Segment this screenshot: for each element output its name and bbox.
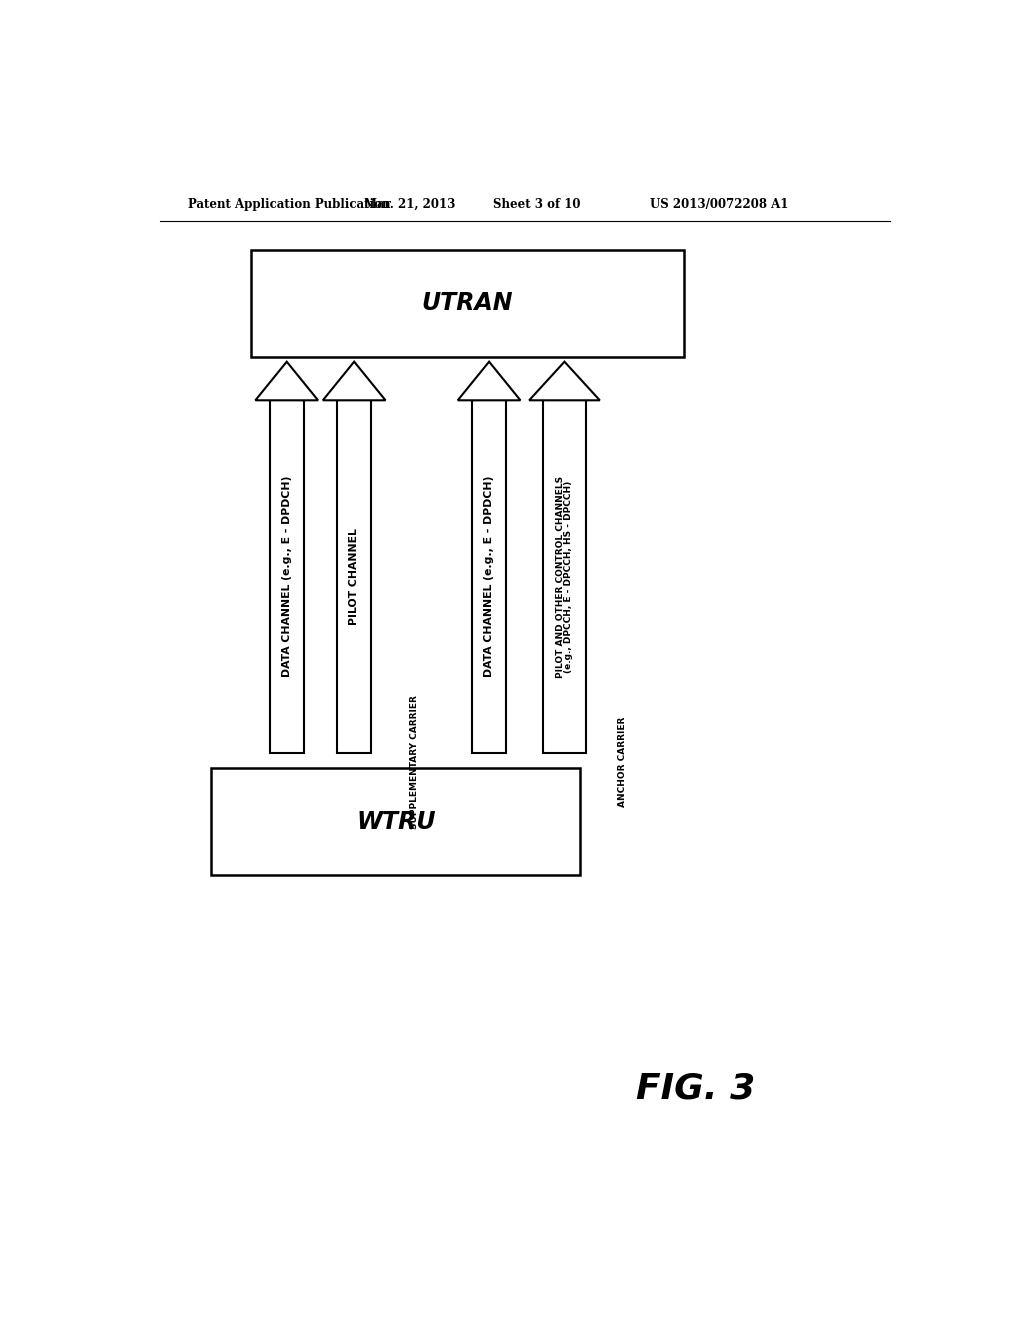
Text: WTRU: WTRU	[356, 809, 435, 834]
Polygon shape	[458, 362, 520, 400]
Bar	[472, 400, 506, 752]
Text: US 2013/0072208 A1: US 2013/0072208 A1	[650, 198, 788, 211]
Text: UTRAN: UTRAN	[422, 292, 513, 315]
Text: DATA CHANNEL (e.g., E - DPDCH): DATA CHANNEL (e.g., E - DPDCH)	[282, 477, 292, 677]
Bar	[544, 400, 586, 752]
Text: ANCHOR CARRIER: ANCHOR CARRIER	[618, 717, 628, 808]
Bar	[269, 400, 304, 752]
Text: DATA CHANNEL (e.g., E - DPDCH): DATA CHANNEL (e.g., E - DPDCH)	[484, 477, 495, 677]
Bar	[251, 249, 684, 356]
Text: Sheet 3 of 10: Sheet 3 of 10	[493, 198, 581, 211]
Text: Patent Application Publication: Patent Application Publication	[187, 198, 390, 211]
Text: PILOT AND OTHER CONTROL CHANNELS
(e.g., DPCCH, E - DPCCH, HS - DPCCH): PILOT AND OTHER CONTROL CHANNELS (e.g., …	[556, 475, 573, 677]
Bar	[211, 768, 581, 875]
Text: PILOT CHANNEL: PILOT CHANNEL	[349, 528, 359, 626]
Polygon shape	[323, 362, 385, 400]
Text: SUPPLEMENTARY CARRIER: SUPPLEMENTARY CARRIER	[410, 696, 419, 829]
Text: Mar. 21, 2013: Mar. 21, 2013	[365, 198, 456, 211]
Polygon shape	[255, 362, 318, 400]
Text: FIG. 3: FIG. 3	[636, 1072, 755, 1105]
Bar	[337, 400, 372, 752]
Polygon shape	[529, 362, 600, 400]
